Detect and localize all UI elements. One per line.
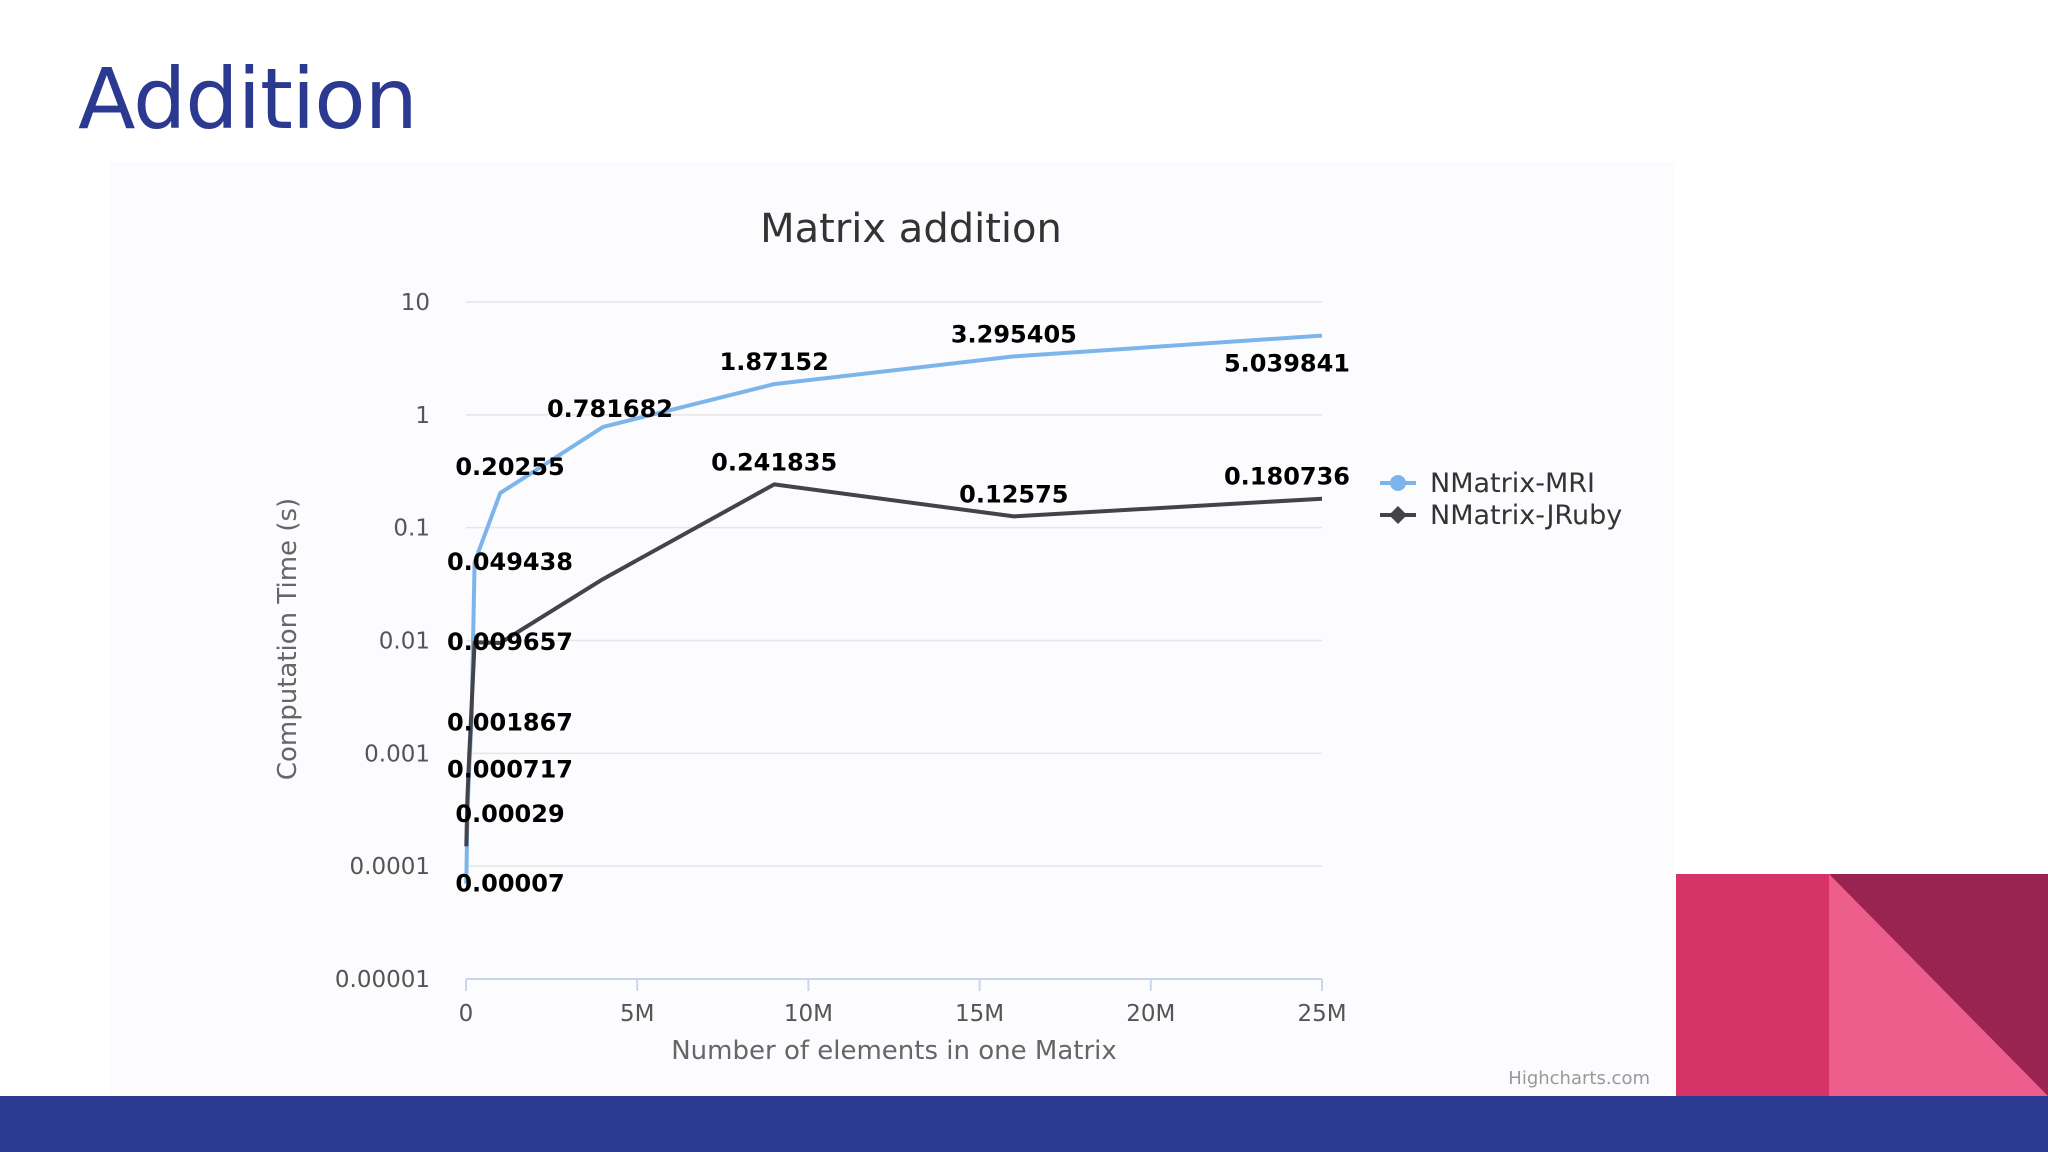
credits-link[interactable]: Highcharts.com xyxy=(1508,1068,1650,1089)
x-tick-label: 0 xyxy=(459,1001,474,1027)
y-tick-label: 0.01 xyxy=(379,629,430,655)
grid-lines xyxy=(466,301,1322,867)
data-label: 0.12575 xyxy=(959,480,1068,508)
data-label: 0.049438 xyxy=(447,548,573,576)
y-axis-title: Computation Time (s) xyxy=(273,498,303,780)
deco-dark-triangle xyxy=(1829,874,2048,1096)
y-tick-label: 1 xyxy=(415,403,430,429)
data-label: 0.781682 xyxy=(547,395,673,423)
x-axis-title: Number of elements in one Matrix xyxy=(671,1036,1117,1066)
data-label: 0.001867 xyxy=(447,709,573,737)
y-tick-label: 0.001 xyxy=(364,741,430,767)
y-axis-ticks: 0.00001 0.0001 0.001 0.01 0.1 1 10 xyxy=(335,290,430,993)
deco-left-block xyxy=(1676,874,1829,1096)
data-label: 5.039841 xyxy=(1224,350,1350,378)
data-label: 0.009657 xyxy=(447,628,573,656)
data-label: 0.241835 xyxy=(711,448,837,476)
data-label: 0.180736 xyxy=(1224,463,1350,491)
y-tick-label: 0.0001 xyxy=(350,854,430,880)
series-lines xyxy=(464,333,1323,884)
data-label: 0.00007 xyxy=(455,870,564,898)
data-labels: 0.00007 0.00029 0.000717 0.001867 0.049438 0.… xyxy=(447,320,1350,897)
matrix-addition-chart: Matrix addition 0.000010.00010.0010.010.… xyxy=(273,206,1650,1089)
data-label: 1.87152 xyxy=(720,348,829,376)
x-tick-label: 5M xyxy=(620,1001,654,1027)
x-tick-label: 10M xyxy=(784,1001,833,1027)
y-tick-label: 0.00001 xyxy=(335,967,430,993)
footer-bar xyxy=(0,1096,2048,1152)
legend-marker-diamond xyxy=(1389,506,1407,524)
corner-decoration xyxy=(1676,874,2048,1096)
data-label: 3.295405 xyxy=(951,320,1077,348)
legend-marker-circle xyxy=(1390,475,1406,491)
legend-item-label[interactable]: NMatrix-JRuby xyxy=(1430,500,1622,531)
data-label: 0.00029 xyxy=(455,800,564,828)
slide-title: Addition xyxy=(78,50,418,148)
x-tick-label: 15M xyxy=(955,1001,1004,1027)
chart-title: Matrix addition xyxy=(760,206,1062,252)
legend-item-label[interactable]: NMatrix-MRI xyxy=(1430,468,1595,499)
y-tick-label: 10 xyxy=(401,290,430,316)
x-axis-ticks: 0 5M 10M 15M 20M 25M xyxy=(459,979,1347,1027)
chart-panel: Matrix addition 0.00001 0.0001 0.001 0.01 0.… xyxy=(110,162,1675,1097)
x-tick-label: 25M xyxy=(1297,1001,1346,1027)
series-line-jruby[interactable] xyxy=(464,482,1323,847)
y-tick-label: 0.1 xyxy=(393,516,430,542)
data-label: 0.000717 xyxy=(447,756,573,784)
x-tick-label: 20M xyxy=(1126,1001,1175,1027)
data-label: 0.20255 xyxy=(455,453,564,481)
